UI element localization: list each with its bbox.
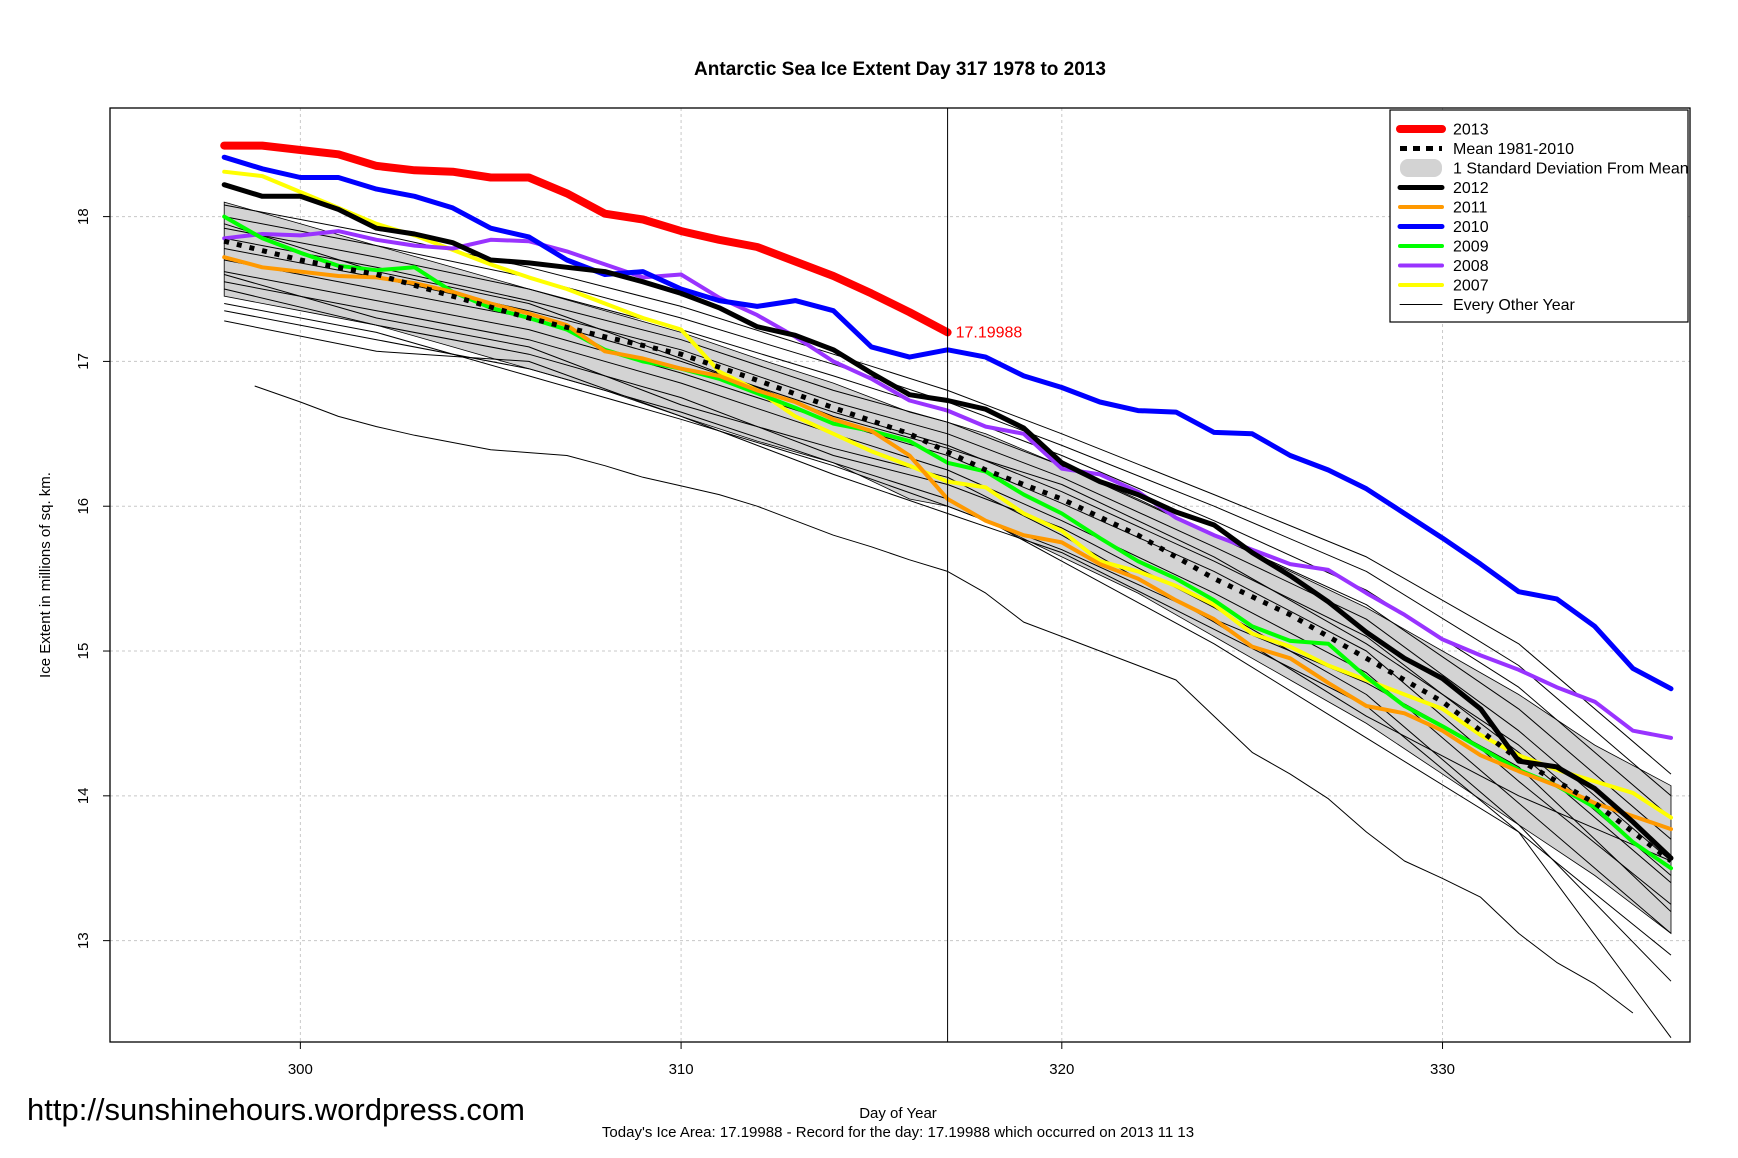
y-tick-label: 13 [75,932,92,949]
y-tick-label: 17 [75,353,92,370]
legend-label: 2013 [1453,122,1489,139]
legend-label: 2009 [1453,239,1489,256]
legend-label: 2012 [1453,180,1489,197]
series-line-2013 [220,141,952,337]
legend-label: 2011 [1453,200,1488,217]
current-value-label: 17.19988 [956,324,1023,341]
footer-info: Today's Ice Area: 17.19988 - Record for … [602,1124,1194,1141]
legend-label: 1 Standard Deviation From Mean [1453,161,1689,178]
chart-title: Antarctic Sea Ice Extent Day 317 1978 to… [694,59,1106,80]
y-tick-label: 18 [75,208,92,225]
source-url: http://sunshinehours.wordpress.com [27,1092,525,1127]
legend-label: Mean 1981-2010 [1453,141,1574,158]
plot-frame [109,107,1691,1043]
x-tick-label: 310 [669,1061,694,1078]
legend: 2013 Mean 1981-2010 1 Standard Deviation F… [1389,109,1689,323]
y-tick-label: 16 [75,498,92,515]
legend-label: Every Other Year [1453,297,1576,314]
x-tick-label: 330 [1430,1061,1455,1078]
y-axis-title: Ice Extent in millions of sq. km. [37,472,54,678]
legend-swatch-band [1400,159,1442,177]
legend-label: 2010 [1453,219,1489,236]
x-tick-label: 300 [288,1061,313,1078]
legend-label: 2008 [1453,258,1489,275]
x-tick-label: 320 [1049,1061,1074,1078]
y-axis: 13 14 15 16 17 18 [75,208,110,949]
legend-label: 2007 [1453,278,1489,295]
x-axis-title: Day of Year [859,1105,937,1122]
x-axis: 300 310 320 330 [288,1042,1455,1078]
y-tick-label: 15 [75,643,92,660]
y-tick-label: 14 [75,787,92,804]
